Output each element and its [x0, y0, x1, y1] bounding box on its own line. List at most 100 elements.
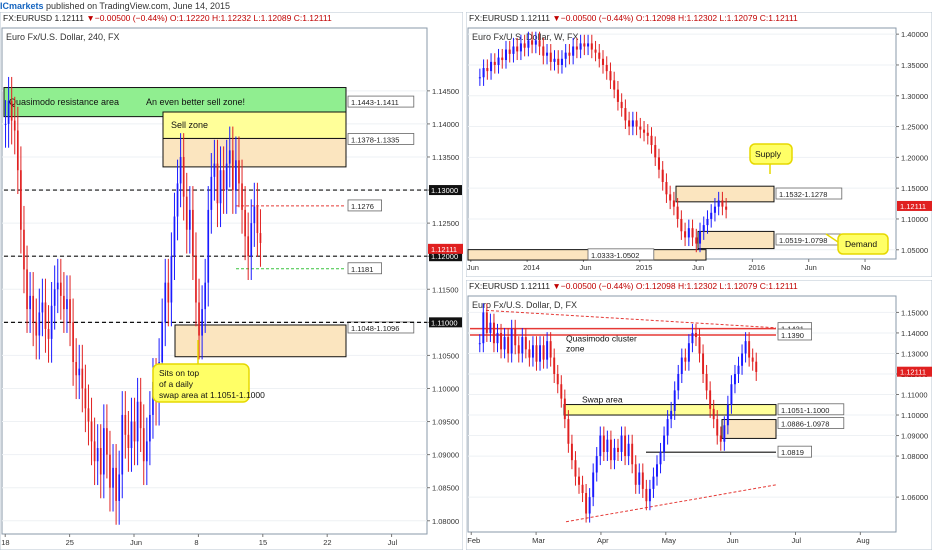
candle-body: [673, 390, 676, 411]
zone-range-label: 1.1051-1.1000: [781, 406, 829, 415]
publisher-name[interactable]: ICmarkets: [0, 1, 44, 11]
zone-range-label-box: [587, 248, 655, 261]
candle-body: [510, 328, 513, 354]
chart-4h-svg[interactable]: FX:EURUSD 1.12111 ▼−0.00500 (−0.44%) O:1…: [0, 12, 463, 550]
candle-body: [575, 46, 578, 50]
x-tick-label: Jun: [467, 263, 479, 272]
candle-body: [29, 295, 31, 310]
last-price: 1.12111: [54, 13, 86, 23]
weekly-lower-demand-zone: [467, 249, 707, 261]
x-tick-label: Jun: [727, 536, 739, 545]
support-trendline: [565, 484, 777, 523]
current-price-marker: [897, 200, 932, 211]
y-tick-label: 1.12500: [432, 219, 459, 228]
candle-body: [645, 488, 648, 502]
y-tick-label: 1.05000: [901, 246, 928, 255]
candle-body: [572, 46, 575, 56]
candle-body: [222, 170, 225, 191]
callout-box: [152, 363, 250, 403]
candle-body: [702, 225, 705, 232]
level-label-box: [347, 199, 382, 212]
candle-body: [535, 345, 538, 362]
candle-body: [698, 337, 701, 354]
candle-body: [631, 443, 634, 465]
candle-body: [669, 194, 672, 201]
candle-body: [41, 302, 44, 313]
candle-body: [713, 206, 716, 213]
zone-range-label-box: [777, 403, 845, 416]
candle-body: [542, 345, 545, 360]
y-tick-label: 1.11500: [432, 285, 459, 294]
candle-body: [709, 390, 712, 409]
candle-body: [556, 373, 559, 385]
candle-body: [497, 57, 500, 65]
candle-body: [210, 176, 213, 210]
symbol-code: FX:EURUSD: [3, 13, 54, 23]
candle-body: [698, 231, 702, 244]
y-tick-label: 1.14000: [901, 329, 928, 338]
candle-body: [130, 421, 133, 449]
candle-body: [10, 100, 13, 121]
candle-body: [109, 454, 111, 488]
chart-panel-daily[interactable]: FX:EURUSD 1.12111 ▼−0.00500 (−0.44%) O:1…: [466, 280, 932, 550]
candle-body: [531, 40, 534, 45]
candle-body: [553, 357, 556, 374]
candle-body: [665, 182, 668, 195]
candle-body: [646, 132, 649, 136]
y-tick-label: 1.09500: [432, 418, 459, 427]
chart-panel-weekly[interactable]: FX:EURUSD 1.12111 ▼−0.00500 (−0.44%) O:1…: [466, 12, 932, 277]
symbol-line: FX:EURUSD 1.12111 ▼−0.00500 (−0.44%) O:1…: [3, 13, 332, 23]
candle-body: [32, 295, 35, 323]
candle-body: [553, 58, 556, 62]
x-tick-label: 2016: [748, 263, 765, 272]
zone-range-label: 1.0519-1.0798: [779, 236, 827, 245]
candle-body: [638, 472, 641, 485]
candle-body: [482, 68, 485, 78]
candle-body: [695, 237, 698, 244]
candle-body: [676, 206, 679, 219]
candle-body: [493, 61, 496, 65]
quasimodo-cluster-label: Quasimodo cluster: [566, 334, 637, 344]
candle-body: [691, 228, 694, 238]
candle-body: [574, 460, 577, 477]
x-tick-label: Jun: [130, 538, 142, 547]
zone-range-label-box: [777, 417, 845, 429]
candle-body: [695, 332, 697, 338]
candle-body: [69, 299, 71, 323]
candle-body: [66, 299, 68, 310]
chart-weekly-svg[interactable]: FX:EURUSD 1.12111 ▼−0.00500 (−0.44%) O:1…: [466, 12, 932, 277]
candle-body: [721, 200, 724, 207]
y-tick-label: 1.30000: [901, 92, 928, 101]
candle-body: [149, 414, 151, 442]
candle-body: [59, 282, 62, 296]
level-label: 1.1276: [351, 202, 374, 211]
x-tick-label: Aug: [856, 536, 869, 545]
y-tick-label: 1.11000: [901, 391, 928, 400]
chart-panel-4h[interactable]: FX:EURUSD 1.12111 ▼−0.00500 (−0.44%) O:1…: [0, 12, 463, 550]
candle-body: [585, 493, 588, 514]
y-tick-label: 1.10000: [901, 411, 928, 420]
y-tick-label: 1.10000: [432, 384, 459, 393]
candle-body: [616, 89, 619, 102]
candle-body: [81, 368, 84, 389]
candle-body: [231, 150, 234, 191]
candle-body: [680, 218, 683, 232]
candle-body: [546, 52, 549, 56]
candle-body: [613, 447, 616, 461]
candle-body: [250, 223, 253, 257]
candle-body: [581, 484, 584, 494]
candle-body: [687, 343, 690, 362]
candle-body: [602, 435, 605, 452]
symbol-line: FX:EURUSD 1.12111 ▼−0.00500 (−0.44%) O:1…: [469, 281, 798, 291]
candle-body: [198, 302, 200, 336]
y-tick-label: 1.20000: [901, 153, 928, 162]
candle-body: [145, 441, 148, 462]
open-value: O:1.12220: [170, 13, 212, 23]
chart-daily-svg[interactable]: FX:EURUSD 1.12111 ▼−0.00500 (−0.44%) O:1…: [466, 280, 932, 550]
x-tick-label: 18: [1, 538, 9, 547]
candle-body: [620, 435, 623, 452]
open-value: O:1.12098: [636, 281, 678, 291]
candle-body: [666, 419, 669, 436]
candle-body: [44, 302, 47, 329]
candle-body: [523, 43, 526, 48]
